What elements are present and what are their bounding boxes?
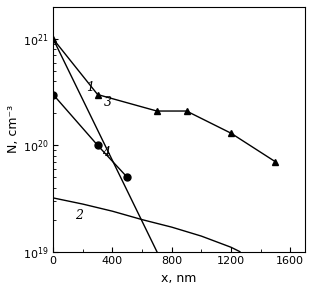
- Y-axis label: N, cm⁻³: N, cm⁻³: [7, 105, 20, 153]
- X-axis label: x, nm: x, nm: [161, 272, 197, 285]
- Text: 4: 4: [102, 146, 110, 159]
- Text: 2: 2: [76, 209, 83, 222]
- Text: 1: 1: [86, 81, 94, 94]
- Text: 3: 3: [104, 96, 112, 110]
